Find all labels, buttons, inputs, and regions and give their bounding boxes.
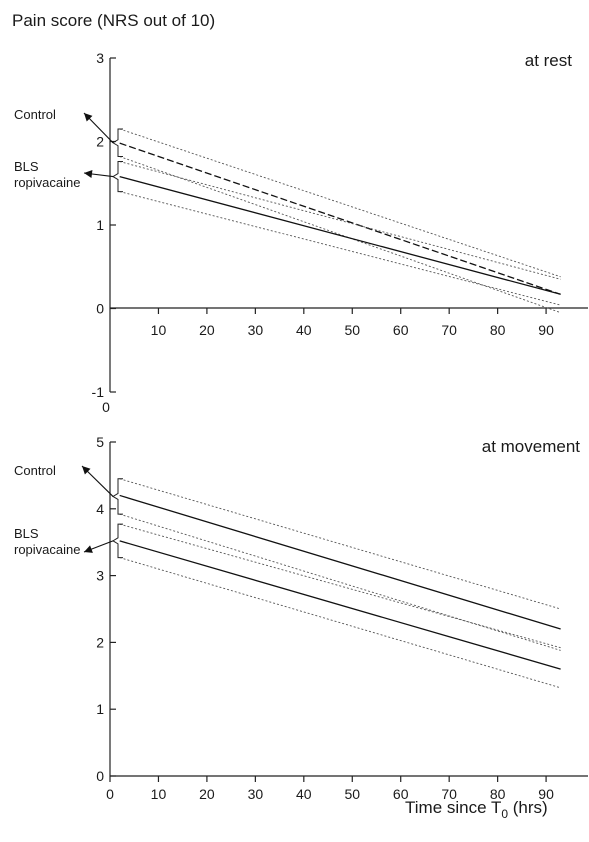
annotation-line: BLS — [14, 159, 39, 174]
annotation-line: Control — [14, 107, 56, 122]
x-tick-label: 10 — [151, 322, 167, 338]
annotation-label: BLS ropivacaine — [14, 526, 81, 557]
annotation-arrowhead — [84, 170, 93, 178]
y-tick-label: 2 — [96, 634, 104, 650]
x-tick-label: 20 — [199, 786, 215, 802]
series-0-mean-line — [119, 494, 561, 630]
x-tick-label: 80 — [490, 786, 506, 802]
series-0-upper-bound — [119, 128, 561, 278]
y-tick-label: 5 — [96, 434, 104, 450]
series-0-mean-line — [119, 142, 561, 295]
annotation-label: Control — [14, 463, 56, 478]
y-tick-label: 2 — [96, 134, 104, 150]
series-1-lower-bound — [119, 557, 561, 689]
series-0-upper-bound — [119, 478, 561, 610]
series-1-mean-line — [119, 540, 561, 670]
y-tick-label: 1 — [96, 701, 104, 717]
annotation-arrowhead — [84, 545, 93, 553]
annotation-label: BLS ropivacaine — [14, 159, 81, 190]
annotation-label: Control — [14, 107, 56, 122]
x-tick-label: 60 — [393, 322, 409, 338]
y-tick-label: 0 — [96, 768, 104, 784]
x-tick-label: 30 — [248, 786, 264, 802]
annotation-line: BLS — [14, 526, 39, 541]
panel-title: at movement — [482, 437, 581, 456]
x-tick-label: 60 — [393, 786, 409, 802]
x-axis-title-subscript: 0 — [501, 807, 508, 821]
x-tick-label: 40 — [296, 786, 312, 802]
x-tick-label: 50 — [344, 322, 360, 338]
series-1-upper-bound — [119, 523, 561, 649]
y-tick-label: -1 — [92, 384, 105, 400]
x-tick-label: 80 — [490, 322, 506, 338]
annotation-line: Control — [14, 463, 56, 478]
series-1-lower-bound — [119, 191, 561, 306]
x-tick-label: 90 — [538, 322, 554, 338]
series-1-mean-line — [119, 175, 561, 295]
x-tick-label: 0 — [106, 786, 114, 802]
x-tick-label: 70 — [441, 322, 457, 338]
annotation-line: ropivacaine — [14, 175, 81, 190]
annotation-arrowhead — [84, 113, 93, 122]
x-axis-title: Time since T0 (hrs) — [405, 798, 548, 821]
y-tick-label: 4 — [96, 501, 104, 517]
annotation-line: ropivacaine — [14, 542, 81, 557]
annotation-bracket — [112, 128, 123, 158]
x-tick-label: 20 — [199, 322, 215, 338]
x-tick-label: 30 — [248, 322, 264, 338]
x-tick-label: 40 — [296, 322, 312, 338]
annotation-arrowhead — [82, 466, 91, 475]
origin-label: 0 — [102, 399, 110, 415]
y-tick-label: 3 — [96, 50, 104, 66]
y-tick-label: 1 — [96, 217, 104, 233]
x-tick-label: 10 — [151, 786, 167, 802]
series-0-lower-bound — [119, 513, 561, 651]
x-axis-title-suffix: (hrs) — [508, 798, 548, 817]
x-tick-label: 50 — [344, 786, 360, 802]
x-axis-title-prefix: Time since T — [405, 798, 501, 817]
series-1-upper-bound — [119, 161, 561, 280]
series-0-lower-bound — [119, 156, 561, 314]
y-tick-label: 0 — [96, 301, 104, 317]
y-axis-title: Pain score (NRS out of 10) — [12, 11, 215, 30]
y-tick-label: 3 — [96, 568, 104, 584]
x-tick-label: 90 — [538, 786, 554, 802]
panel-title: at rest — [525, 51, 573, 70]
x-tick-label: 70 — [441, 786, 457, 802]
